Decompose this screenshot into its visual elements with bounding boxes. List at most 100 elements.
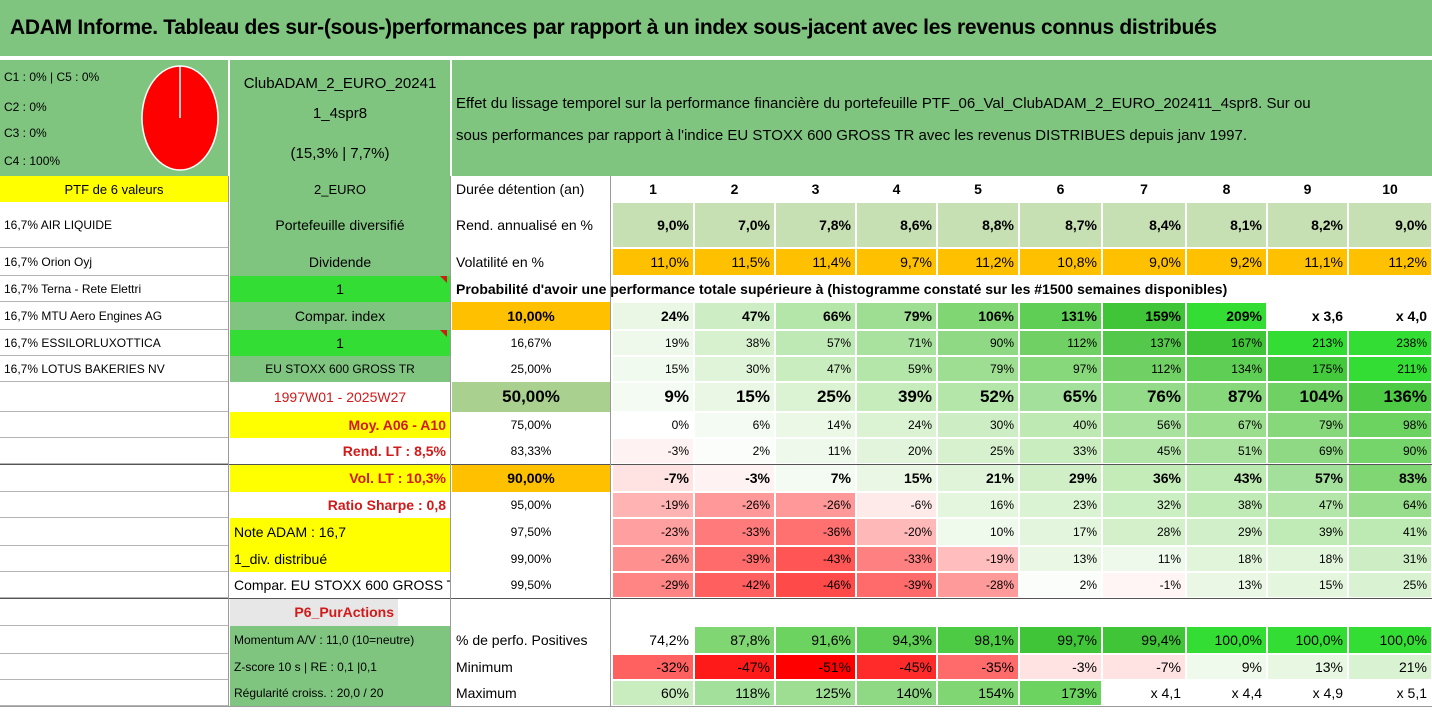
probability-cell: 66%: [775, 302, 856, 330]
empty-cell: [0, 680, 228, 706]
compar-index-flag: 1: [230, 330, 450, 356]
probability-cell: 30%: [694, 356, 775, 382]
quantile-label: 16,67%: [510, 336, 552, 350]
probability-cell: 167%: [1186, 330, 1267, 356]
quantile-label: 99,00%: [510, 552, 552, 566]
div-distrib-label: 1_div. distribué: [230, 546, 450, 572]
probability-cell: 40%: [1019, 412, 1102, 438]
empty-cell: [0, 492, 228, 518]
probability-cell: -6%: [856, 492, 937, 518]
probability-cell: -26%: [775, 492, 856, 518]
maximum-cell: x 5,1: [1348, 680, 1432, 706]
index-name: EU STOXX 600 GROSS TR: [230, 356, 450, 382]
maximum-cell: 60%: [612, 680, 694, 706]
probability-cell: 15%: [856, 464, 937, 492]
positive-perf-cell: 98,1%: [937, 626, 1019, 654]
probability-cell: 79%: [937, 356, 1019, 382]
pie-legend-item: C3 : 0%: [4, 126, 47, 140]
probability-cell: 211%: [1348, 356, 1432, 382]
probability-cell: -33%: [856, 546, 937, 572]
portfolio-holding: 16,7% Terna - Rete Elettri: [0, 276, 228, 302]
minimum-cell: 9%: [1186, 654, 1267, 680]
probability-cell: 15%: [1267, 572, 1348, 598]
empty-cell: [0, 518, 228, 546]
probability-cell: 134%: [1186, 356, 1267, 382]
minimum-label: Minimum: [456, 659, 513, 675]
probability-cell: 238%: [1348, 330, 1432, 356]
portfolio-holding: 16,7% ESSILORLUXOTTICA: [0, 330, 228, 356]
fund-name-line1: ClubADAM_2_EURO_20241: [243, 74, 437, 92]
compar-index-label: Compar. index: [230, 302, 450, 330]
momentum-label: Momentum A/V : 11,0 (10=neutre): [230, 626, 450, 654]
probability-cell: 18%: [1267, 546, 1348, 572]
description-panel: [452, 60, 1432, 176]
maximum-cell: 154%: [937, 680, 1019, 706]
minimum-cell: 21%: [1348, 654, 1432, 680]
volatility-cell: 11,2%: [1348, 248, 1432, 276]
probability-cell: 23%: [1019, 492, 1102, 518]
probability-cell: 159%: [1102, 302, 1186, 330]
year-header: 9: [1303, 181, 1312, 197]
maximum-cell: x 4,9: [1267, 680, 1348, 706]
minimum-cell: -35%: [937, 654, 1019, 680]
volatility-cell: 11,4%: [775, 248, 856, 276]
quantile-label: 83,33%: [510, 444, 552, 458]
probability-cell: 104%: [1267, 382, 1348, 412]
probability-cell: 36%: [1102, 464, 1186, 492]
positive-perf-cell: 100,0%: [1186, 626, 1267, 654]
probability-cell: 24%: [612, 302, 694, 330]
probability-cell: 16%: [937, 492, 1019, 518]
fund-name-line2: 1_4spr8: [312, 104, 368, 122]
portfolio-holding: 16,7% AIR LIQUIDE: [0, 202, 228, 248]
annual-return-cell: 9,0%: [1348, 202, 1432, 248]
probability-cell: 15%: [694, 382, 775, 412]
probability-cell: 11%: [1102, 546, 1186, 572]
regularite-label: Régularité croiss. : 20,0 / 20: [230, 680, 450, 706]
probability-cell: 79%: [856, 302, 937, 330]
probability-cell: 2%: [1019, 572, 1102, 598]
probability-cell: 19%: [612, 330, 694, 356]
probability-cell: 43%: [1186, 464, 1267, 492]
probability-cell: 29%: [1019, 464, 1102, 492]
duration-label: Durée détention (an): [456, 181, 585, 197]
probability-cell: -43%: [775, 546, 856, 572]
moy-label: Moy. A06 - A10: [230, 412, 450, 438]
probability-cell: 131%: [1019, 302, 1102, 330]
probability-cell: 90%: [937, 330, 1019, 356]
minimum-cell: -7%: [1102, 654, 1186, 680]
year-header: 5: [974, 181, 982, 197]
currency-label: 2_EURO: [230, 176, 450, 202]
probability-cell: 112%: [1102, 356, 1186, 382]
quantile-label: 99,50%: [510, 578, 552, 592]
dividend-label: Dividende: [230, 248, 450, 276]
probability-title: Probabilité d'avoir une performance tota…: [456, 281, 1228, 297]
probability-cell: 57%: [775, 330, 856, 356]
allocation-pie-chart: [141, 65, 219, 171]
positive-perf-cell: 99,7%: [1019, 626, 1102, 654]
maximum-cell: x 4,1: [1102, 680, 1186, 706]
probability-cell: 71%: [856, 330, 937, 356]
annual-return-cell: 8,7%: [1019, 202, 1102, 248]
probability-cell: 59%: [856, 356, 937, 382]
volatility-cell: 10,8%: [1019, 248, 1102, 276]
comment-marker-icon: [440, 330, 447, 337]
column-divider: [610, 176, 611, 706]
comment-marker-icon: [440, 276, 447, 283]
annual-return-cell: 8,4%: [1102, 202, 1186, 248]
portfolio-header: PTF de 6 valeurs: [0, 176, 228, 202]
probability-cell: 83%: [1348, 464, 1432, 492]
probability-cell: 57%: [1267, 464, 1348, 492]
year-header: 7: [1140, 181, 1148, 197]
probability-cell: 14%: [775, 412, 856, 438]
pie-legend-item: C4 : 100%: [4, 154, 61, 168]
period-label: 1997W01 - 2025W27: [273, 389, 407, 405]
report-title: ADAM Informe. Tableau des sur-(sous-)per…: [10, 16, 1217, 39]
quantile-label: 97,50%: [510, 525, 552, 539]
maximum-cell: 173%: [1019, 680, 1102, 706]
probability-cell: 13%: [1186, 572, 1267, 598]
quantile-label: 75,00%: [510, 418, 552, 432]
zscore-label: Z-score 10 s | RE : 0,1 |0,1: [230, 654, 450, 680]
probability-cell: -19%: [612, 492, 694, 518]
probability-cell: 136%: [1348, 382, 1432, 412]
